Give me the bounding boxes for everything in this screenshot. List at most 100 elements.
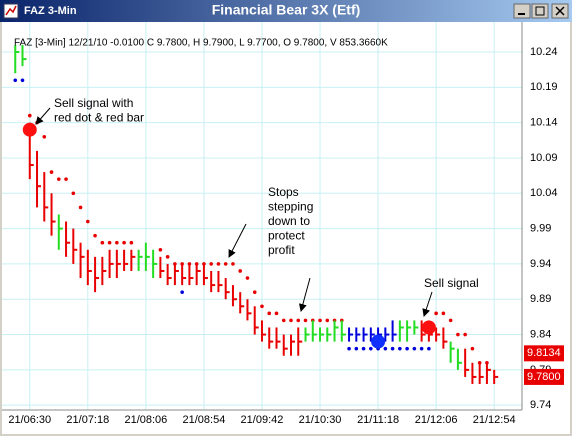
annotation: stepping <box>268 200 313 214</box>
sell-stop-dot <box>27 113 32 118</box>
sell-stop-dot <box>216 262 221 266</box>
minimize-button[interactable] <box>513 3 531 19</box>
annotation: Sell signal <box>424 276 479 290</box>
sell-stop-dot <box>325 318 330 323</box>
sell-stop-dot <box>107 240 112 245</box>
sell-stop-dot <box>252 290 257 294</box>
labels: 10.24 10.19 10.14 10.09 10.04 9.99 9.94 9.89 9.8… <box>8 46 564 426</box>
y-tick-label: 10.24 <box>530 46 558 58</box>
arrow <box>298 277 311 312</box>
price-marker <box>524 368 564 385</box>
sell-stop-dot <box>100 240 105 245</box>
sell-stop-dot <box>434 311 438 316</box>
sell-stop-dot <box>158 247 163 252</box>
sell-stop-dot <box>289 318 293 323</box>
x-tick-label: 21/12:54 <box>473 414 516 426</box>
buy-stop-dot <box>427 346 431 351</box>
sell-stop-dot <box>318 318 322 323</box>
chart-header: FAZ [3-Min] 12/21/10 -0.0100 C 9.7800, H… <box>14 38 388 49</box>
annotation: Sell signal with <box>54 96 133 110</box>
buy-stop-dot <box>369 346 373 351</box>
sell-stop-dot <box>267 311 272 316</box>
x-tick-label: 21/11:18 <box>357 414 399 426</box>
window-label: FAZ 3-Min <box>24 5 77 17</box>
annotation: protect <box>268 229 305 243</box>
maximize-glyph <box>535 6 545 16</box>
buy-stop-dot <box>390 346 395 351</box>
buy-stop-dot <box>354 346 359 351</box>
arrows <box>35 107 433 317</box>
x-tick-label: 21/07:18 <box>66 414 109 426</box>
sell-stop-dot <box>129 240 134 245</box>
buy-stop-dot <box>347 346 351 351</box>
x-tick-label: 21/09:42 <box>241 414 284 426</box>
sell-stop-dot <box>296 318 301 323</box>
sell-stop-dot <box>122 240 126 245</box>
buy-stop-dot <box>180 290 184 294</box>
chart-title: Financial Bear 3X (Etf) <box>212 2 361 18</box>
sell-stop-dot <box>463 332 467 337</box>
y-tick-label: 10.14 <box>530 117 558 129</box>
signal-dot <box>421 320 436 335</box>
x-tick-label: 21/08:54 <box>183 414 226 426</box>
buy-stop-dot <box>383 346 388 351</box>
sell-stop-dot <box>303 318 308 323</box>
window-buttons <box>513 3 569 19</box>
sell-stop-dot <box>86 219 90 224</box>
sell-stop-dot <box>260 304 264 309</box>
arrow <box>228 223 247 258</box>
sell-stop-dot <box>49 170 54 174</box>
buy-stop-dot <box>20 78 25 83</box>
sell-stop-dot <box>231 262 235 266</box>
annotation: red dot & red bar <box>54 111 144 125</box>
price-marker-label: 9.8134 <box>527 347 561 359</box>
y-tick-label: 10.19 <box>530 81 558 93</box>
price-marker-label: 9.7800 <box>527 371 561 383</box>
arrow <box>35 107 51 125</box>
sell-stop-dot <box>209 262 213 266</box>
x-tick-label: 21/08:06 <box>124 414 167 426</box>
sell-stop-dot <box>245 276 250 280</box>
sell-stop-dot <box>64 177 68 181</box>
annotation: Stops <box>268 185 299 199</box>
maximize-button[interactable] <box>531 3 549 19</box>
close-glyph <box>555 6 565 16</box>
sell-stop-dot <box>56 177 61 181</box>
y-tick-label: 10.09 <box>530 152 558 164</box>
y-tick-label: 9.74 <box>530 399 551 411</box>
buy-stop-dot <box>13 78 18 83</box>
sell-stop-dot <box>115 240 119 245</box>
signal-dot <box>371 334 386 349</box>
signal-dot <box>22 122 37 137</box>
y-tick-label: 9.89 <box>530 293 551 305</box>
sell-stop-dot <box>71 191 76 196</box>
y-tick-label: 9.99 <box>530 223 551 235</box>
sell-stop-dot <box>448 318 453 323</box>
sell-stop-dot <box>165 255 170 259</box>
window-icon-glyph <box>5 5 17 16</box>
sell-stop-dot <box>281 318 286 323</box>
sell-stop-dot <box>42 134 47 139</box>
x-tick-label: 21/06:30 <box>8 414 51 426</box>
sell-stop-dot <box>78 205 83 210</box>
arrow <box>422 291 433 317</box>
buy-stop-dot <box>412 346 417 351</box>
y-tick-label: 9.94 <box>530 258 551 270</box>
buy-stop-dot <box>419 346 424 351</box>
annotation: down to <box>268 214 310 228</box>
buy-stop-dot <box>361 346 366 351</box>
price-marker <box>524 345 564 362</box>
buy-stop-dot <box>405 346 409 351</box>
sell-stop-dot <box>93 233 97 238</box>
x-tick-label: 21/12:06 <box>415 414 458 426</box>
annotation: profit <box>268 243 295 257</box>
sell-stop-dot <box>223 262 228 266</box>
y-tick-label: 9.84 <box>530 328 551 340</box>
chart-area <box>2 22 570 434</box>
title-bar <box>0 0 572 22</box>
y-tick-label: 10.04 <box>530 187 558 199</box>
sell-stop-dot <box>470 346 475 351</box>
x-tick-label: 21/10:30 <box>299 414 342 426</box>
